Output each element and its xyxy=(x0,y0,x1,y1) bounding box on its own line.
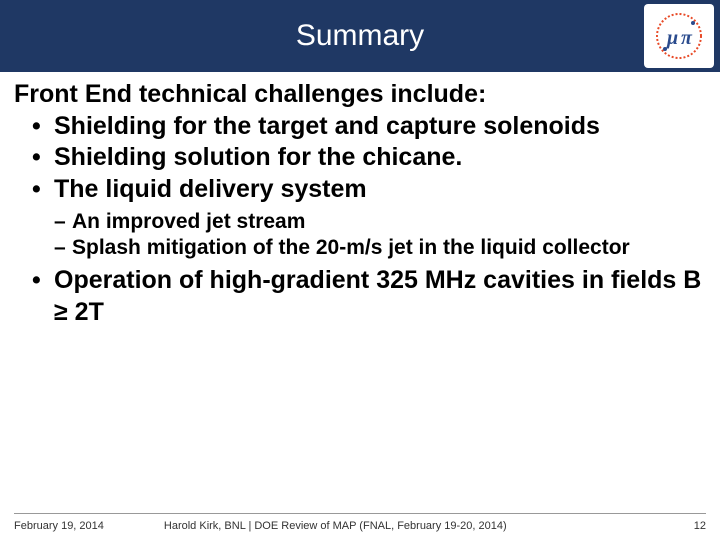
bullet-item: Shielding for the target and capture sol… xyxy=(32,111,706,142)
bullet-item: Shielding solution for the chicane. xyxy=(32,142,706,173)
slide-header: Summary μ π xyxy=(0,0,720,72)
map-logo: μ π xyxy=(644,4,714,68)
subbullet-item: Splash mitigation of the 20-m/s jet in t… xyxy=(54,235,706,261)
svg-text:μ: μ xyxy=(666,27,678,49)
svg-text:π: π xyxy=(681,27,693,49)
slide-title: Summary xyxy=(0,19,720,53)
bullet-list-2: Operation of high-gradient 325 MHz cavit… xyxy=(14,265,706,328)
bullet-item: The liquid delivery system xyxy=(32,174,706,205)
footer-attribution: Harold Kirk, BNL | DOE Review of MAP (FN… xyxy=(104,520,694,532)
map-logo-svg: μ π xyxy=(649,8,709,64)
subbullet-list: An improved jet stream Splash mitigation… xyxy=(14,209,706,262)
slide-content: Front End technical challenges include: … xyxy=(0,72,720,328)
bullet-list: Shielding for the target and capture sol… xyxy=(14,111,706,205)
content-heading: Front End technical challenges include: xyxy=(14,80,706,109)
footer-date: February 19, 2014 xyxy=(14,520,104,532)
footer-divider xyxy=(14,513,706,514)
bullet-item: Operation of high-gradient 325 MHz cavit… xyxy=(32,265,706,328)
subbullet-item: An improved jet stream xyxy=(54,209,706,235)
footer-page-number: 12 xyxy=(694,520,706,532)
slide-footer: February 19, 2014 Harold Kirk, BNL | DOE… xyxy=(0,520,720,532)
